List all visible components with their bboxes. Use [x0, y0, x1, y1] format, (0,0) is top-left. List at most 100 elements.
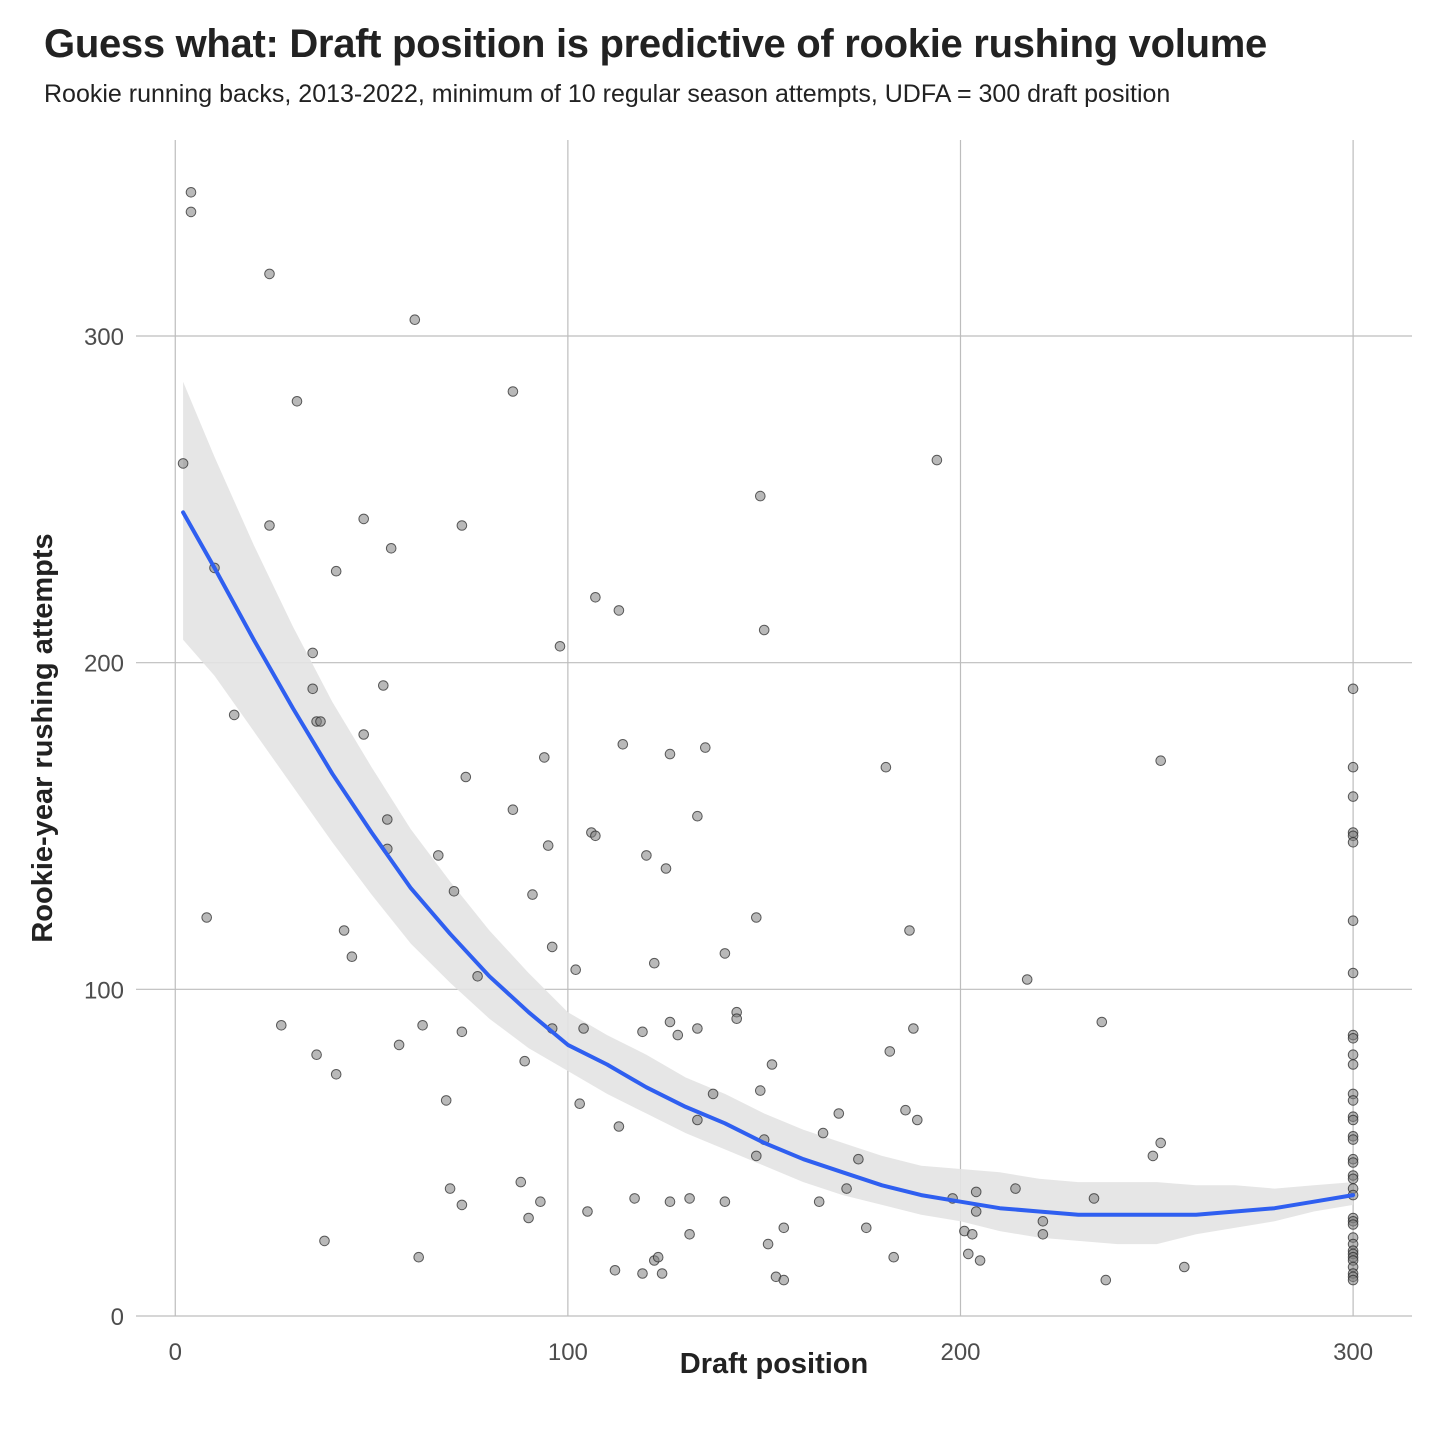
data-point — [637, 1026, 648, 1038]
chart-subtitle: Rookie running backs, 2013-2022, minimum… — [44, 80, 1171, 108]
data-point — [637, 1268, 648, 1279]
data-point — [456, 520, 468, 531]
trend-line-group — [181, 510, 1356, 1217]
data-point — [692, 1114, 703, 1126]
data-point — [908, 1023, 919, 1034]
data-point — [641, 850, 652, 861]
data-point — [201, 912, 212, 923]
data-point — [731, 1013, 743, 1025]
x-tick-label: 300 — [1333, 1339, 1373, 1366]
data-point — [1347, 791, 1359, 802]
data-points — [177, 187, 1359, 1286]
data-point — [523, 1212, 534, 1224]
data-point — [507, 386, 519, 397]
chart-title: Guess what: Draft position is predictive… — [44, 22, 1267, 66]
y-tick-label: 0 — [111, 1304, 124, 1331]
data-point — [778, 1274, 790, 1286]
data-point — [440, 1095, 452, 1106]
y-axis-ticks: 0 100 200 300 — [84, 324, 124, 1331]
data-point — [1347, 915, 1359, 927]
data-point — [613, 1121, 625, 1132]
data-point — [590, 592, 601, 603]
data-point — [358, 513, 370, 525]
y-tick-label: 200 — [84, 651, 124, 678]
data-point — [751, 1150, 762, 1162]
data-point — [758, 624, 770, 636]
data-point — [1347, 761, 1359, 773]
data-point — [582, 1206, 593, 1217]
data-point — [656, 1268, 668, 1279]
data-point — [766, 1059, 778, 1070]
data-point — [315, 716, 326, 727]
data-point — [1347, 683, 1359, 695]
data-point — [817, 1127, 829, 1139]
data-point — [970, 1206, 982, 1217]
data-point — [974, 1255, 986, 1266]
data-point — [833, 1108, 845, 1119]
data-point — [841, 1183, 852, 1194]
data-point — [185, 187, 197, 198]
data-point — [963, 1248, 974, 1260]
data-point — [1155, 755, 1166, 767]
data-point — [311, 1049, 322, 1060]
x-tick-label: 200 — [940, 1339, 980, 1366]
data-point — [542, 840, 554, 851]
data-point — [519, 1055, 531, 1067]
data-point — [684, 1193, 695, 1204]
data-point — [762, 1238, 774, 1250]
data-point — [912, 1114, 923, 1126]
data-point — [1147, 1150, 1159, 1162]
data-point — [578, 1023, 589, 1034]
data-point — [330, 565, 342, 577]
data-point — [539, 752, 550, 763]
y-tick-label: 300 — [84, 324, 124, 351]
data-point — [346, 951, 358, 963]
data-point — [755, 490, 766, 502]
data-point — [719, 1196, 731, 1207]
data-point — [692, 810, 703, 822]
data-point — [778, 1222, 790, 1234]
data-point — [1155, 1137, 1166, 1149]
data-point — [460, 771, 472, 783]
data-point — [319, 1235, 330, 1247]
data-point — [967, 1229, 978, 1240]
data-point — [409, 314, 421, 326]
data-point — [291, 396, 303, 407]
data-point — [660, 863, 672, 874]
data-point — [1100, 1274, 1112, 1286]
data-point — [1037, 1229, 1049, 1240]
data-point — [1347, 1033, 1359, 1044]
x-tick-label: 0 — [169, 1339, 182, 1366]
data-point — [672, 1029, 684, 1041]
data-point — [1347, 1219, 1359, 1230]
data-point — [1021, 974, 1033, 985]
data-point — [1096, 1016, 1108, 1028]
data-point — [700, 742, 711, 753]
data-point — [574, 1098, 586, 1109]
data-point — [378, 680, 389, 691]
data-point — [1010, 1183, 1021, 1194]
data-point — [433, 850, 444, 861]
data-point — [456, 1199, 468, 1211]
data-point — [1347, 1274, 1359, 1286]
data-point — [413, 1251, 425, 1263]
data-point — [264, 268, 275, 280]
data-point — [1347, 1095, 1359, 1106]
data-point — [570, 964, 582, 976]
data-point — [1347, 837, 1359, 848]
data-point — [880, 761, 892, 773]
x-axis-title: Draft position — [680, 1348, 869, 1380]
x-axis-ticks: 0 100 200 300 — [169, 1339, 1374, 1366]
data-point — [692, 1023, 703, 1034]
data-point — [358, 729, 370, 740]
data-point — [1347, 1059, 1359, 1070]
data-point — [652, 1251, 664, 1263]
data-point — [472, 971, 483, 982]
data-point — [664, 1016, 676, 1028]
x-tick-label: 100 — [548, 1339, 588, 1366]
data-point — [751, 912, 762, 923]
data-point — [507, 804, 519, 816]
data-point — [276, 1020, 287, 1031]
data-point — [1347, 967, 1359, 979]
